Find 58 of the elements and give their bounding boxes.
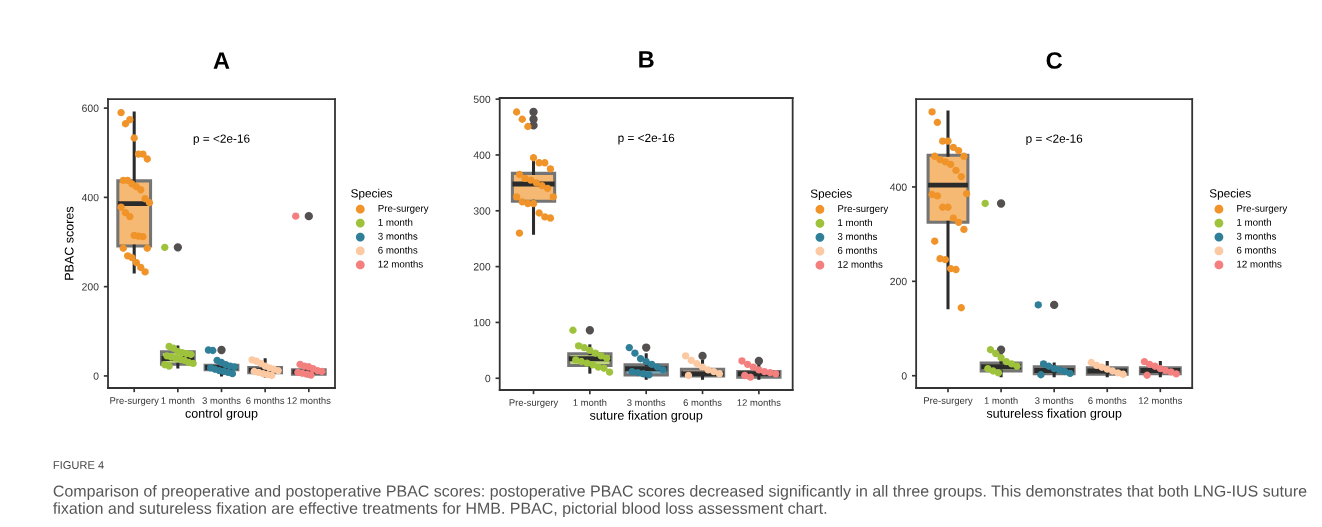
x-tick-label: Pre-surgery: [509, 399, 559, 408]
y-tick-label: 0: [485, 374, 491, 383]
legend-label: 6 months: [378, 246, 418, 254]
x-tick-label: 1 month: [573, 399, 607, 406]
x-axis-title: sutureless fixation group: [986, 408, 1122, 421]
legend-label: Pre-surgery: [378, 205, 429, 214]
x-tick-label: 12 months: [1139, 397, 1183, 404]
legend-label: 1 month: [838, 218, 872, 227]
y-tick-label: 200: [82, 283, 99, 291]
annotation: p = <2e-16: [618, 133, 675, 145]
y-tick-label: 400: [473, 151, 491, 159]
x-tick-label: 6 months: [1088, 397, 1127, 404]
y-tick-label: 0: [901, 372, 907, 380]
legend-title: Species: [351, 188, 393, 200]
chart-title: C: [1046, 52, 1063, 69]
x-tick-label: 3 months: [1035, 397, 1074, 404]
x-tick-label: Pre-surgery: [110, 397, 159, 406]
chart-title: A: [213, 52, 230, 69]
x-tick-label: 12 months: [287, 397, 331, 404]
x-tick-label: 3 months: [202, 397, 241, 404]
chart-title: B: [639, 51, 654, 68]
legend-label: 3 months: [1236, 232, 1277, 240]
legend-label: 3 months: [378, 232, 418, 240]
y-tick-label: 100: [474, 318, 491, 327]
x-tick-label: 1 month: [984, 397, 1018, 404]
x-tick-label: 3 months: [627, 399, 666, 406]
y-tick-label: 400: [81, 193, 99, 202]
legend-label: 12 months: [378, 260, 423, 268]
legend-label: 12 months: [1237, 260, 1282, 268]
legend-label: Pre-surgery: [1237, 205, 1288, 214]
legend-title: Species: [1209, 188, 1251, 200]
y-axis-title: PBAC scores: [64, 206, 74, 280]
x-tick-label: 6 months: [683, 399, 722, 406]
legend-label: 6 months: [837, 246, 878, 254]
legend-label: 6 months: [1236, 246, 1277, 254]
x-tick-label: 1 month: [161, 397, 195, 404]
annotation: p = <2e-16: [193, 134, 250, 146]
y-tick-label: 0: [93, 372, 99, 380]
legend-title: Species: [810, 189, 852, 201]
legend-label: Pre-surgery: [838, 205, 889, 215]
y-tick-label: 400: [889, 183, 907, 191]
y-tick-label: 600: [82, 104, 99, 112]
legend-label: 12 months: [838, 260, 883, 268]
text: Comparison of preoperative and postoperative PBAC scores: postoperative PBAC scores decreased significantly in all three groups. This demonstrates that both LNG-IUS suture fixation and sutureless fixation are effective treatments for HMB. PBAC, pictorial blood loss assessment chart.: [53, 485, 1307, 518]
legend-label: 1 month: [378, 218, 413, 226]
legend-label: 3 months: [837, 232, 878, 240]
x-tick-label: Pre-surgery: [924, 397, 973, 406]
legend-label: 1 month: [1237, 218, 1271, 226]
y-tick-label: 300: [473, 207, 491, 215]
y-tick-label: 500: [473, 95, 491, 104]
y-tick-label: 200: [890, 277, 907, 286]
caption: FIGURE 4: [53, 461, 104, 469]
x-tick-label: 12 months: [737, 399, 781, 406]
annotation: p = <2e-16: [1026, 134, 1083, 146]
x-axis-title: suture fixation group: [589, 410, 703, 423]
x-axis-title: control group: [185, 408, 258, 421]
y-tick-label: 200: [473, 263, 491, 271]
x-tick-label: 6 months: [246, 397, 285, 404]
